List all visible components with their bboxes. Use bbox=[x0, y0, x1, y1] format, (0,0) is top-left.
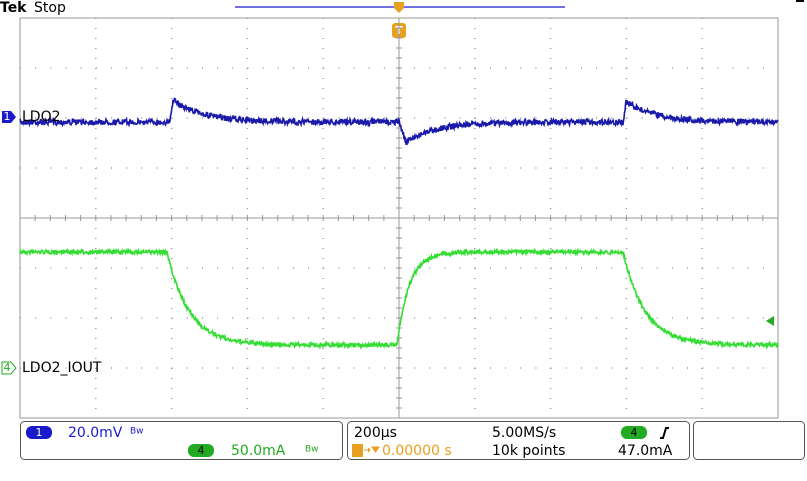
ch4-label: LDO2_IOUT bbox=[22, 360, 102, 376]
ch4-trace bbox=[19, 247, 779, 351]
ch1-pill-number: 1 bbox=[36, 426, 43, 439]
vertical-panel bbox=[20, 421, 343, 460]
ch4-marker bbox=[1, 361, 17, 375]
ch1-bandwidth: Bw bbox=[130, 427, 144, 437]
trigger-level: 47.0mA bbox=[618, 443, 673, 459]
trigger-source: 4 bbox=[631, 426, 638, 439]
sample-rate: 5.00MS/s bbox=[492, 425, 556, 441]
horizontal-panel bbox=[347, 421, 690, 460]
ch4-pill-number: 4 bbox=[198, 444, 205, 457]
waveforms bbox=[19, 97, 779, 351]
trigger-slope bbox=[660, 427, 669, 439]
trigger-level-marker bbox=[766, 316, 774, 326]
ch1-scale: 20.0mV bbox=[68, 425, 123, 441]
trigger-source-pill bbox=[621, 426, 647, 439]
ch4-marker-number: 4 bbox=[4, 361, 11, 374]
ch1-trace bbox=[19, 97, 779, 146]
brand: Tek bbox=[0, 0, 27, 16]
record-length: 10k points bbox=[492, 443, 565, 459]
aux-panel bbox=[693, 421, 805, 460]
trigger-position: 0.00000 s bbox=[382, 443, 452, 459]
graticule bbox=[19, 17, 779, 419]
ch1-marker-number: 1 bbox=[4, 110, 11, 123]
ch1-pill bbox=[26, 426, 52, 439]
trigger-pos-marker bbox=[394, 2, 404, 13]
ch4-pill bbox=[188, 444, 214, 457]
trigger-pos-icon bbox=[352, 444, 363, 457]
run-status: Stop bbox=[34, 0, 66, 16]
ch4-scale: 50.0mA bbox=[231, 443, 286, 459]
ch4-bandwidth: Bw bbox=[305, 445, 319, 455]
timebase: 200µs bbox=[354, 425, 397, 441]
ch1-marker bbox=[2, 111, 16, 123]
ch1-label: LDO2 bbox=[22, 109, 61, 125]
corner-mark bbox=[796, 0, 804, 2]
trigger-pos-arrow bbox=[364, 446, 380, 453]
